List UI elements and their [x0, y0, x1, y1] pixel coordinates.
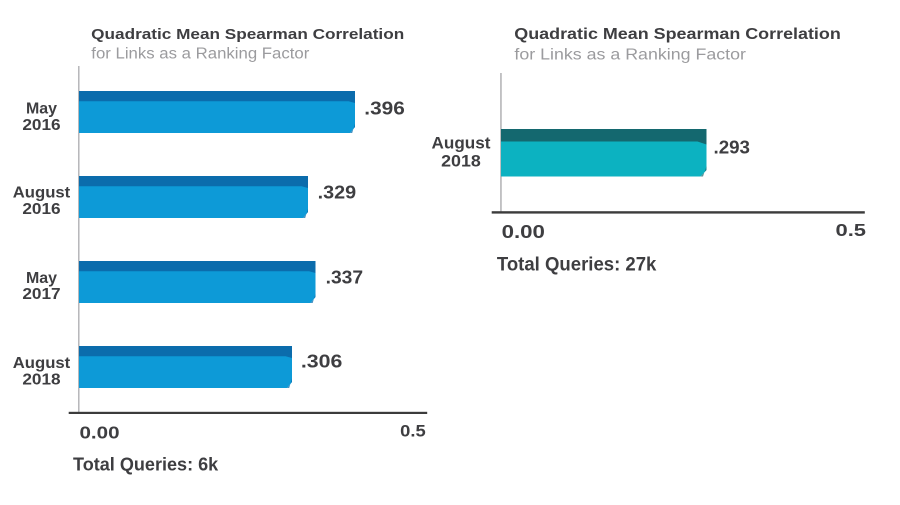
svg-text:0.5: 0.5 — [400, 423, 426, 441]
svg-text:.329: .329 — [318, 181, 357, 202]
svg-text:August: August — [13, 185, 71, 202]
svg-text:.293: .293 — [714, 137, 751, 158]
svg-text:0.5: 0.5 — [836, 220, 867, 240]
svg-text:Total Queries: 6k: Total Queries: 6k — [73, 453, 219, 474]
svg-text:Quadratic Mean Spearman Correl: Quadratic Mean Spearman Correlation — [91, 26, 404, 43]
svg-text:May: May — [26, 101, 57, 118]
svg-text:May: May — [26, 270, 57, 287]
svg-text:.306: .306 — [301, 351, 343, 372]
svg-text:2016: 2016 — [22, 117, 60, 134]
svg-text:for Links as a Ranking Factor: for Links as a Ranking Factor — [91, 45, 309, 62]
svg-text:.396: .396 — [364, 97, 405, 118]
svg-text:0.00: 0.00 — [80, 422, 120, 442]
svg-text:August: August — [432, 134, 491, 152]
svg-text:Quadratic Mean Spearman Correl: Quadratic Mean Spearman Correlation — [514, 26, 841, 43]
svg-text:2016: 2016 — [22, 201, 60, 218]
svg-text:Total Queries: 27k: Total Queries: 27k — [497, 255, 657, 276]
svg-text:August: August — [13, 355, 71, 372]
svg-text:0.00: 0.00 — [502, 221, 545, 242]
svg-text:2018: 2018 — [441, 153, 481, 171]
svg-text:.337: .337 — [326, 266, 364, 287]
svg-text:2018: 2018 — [22, 371, 61, 388]
svg-text:for Links as a Ranking Factor: for Links as a Ranking Factor — [514, 46, 746, 63]
svg-text:2017: 2017 — [22, 286, 60, 303]
